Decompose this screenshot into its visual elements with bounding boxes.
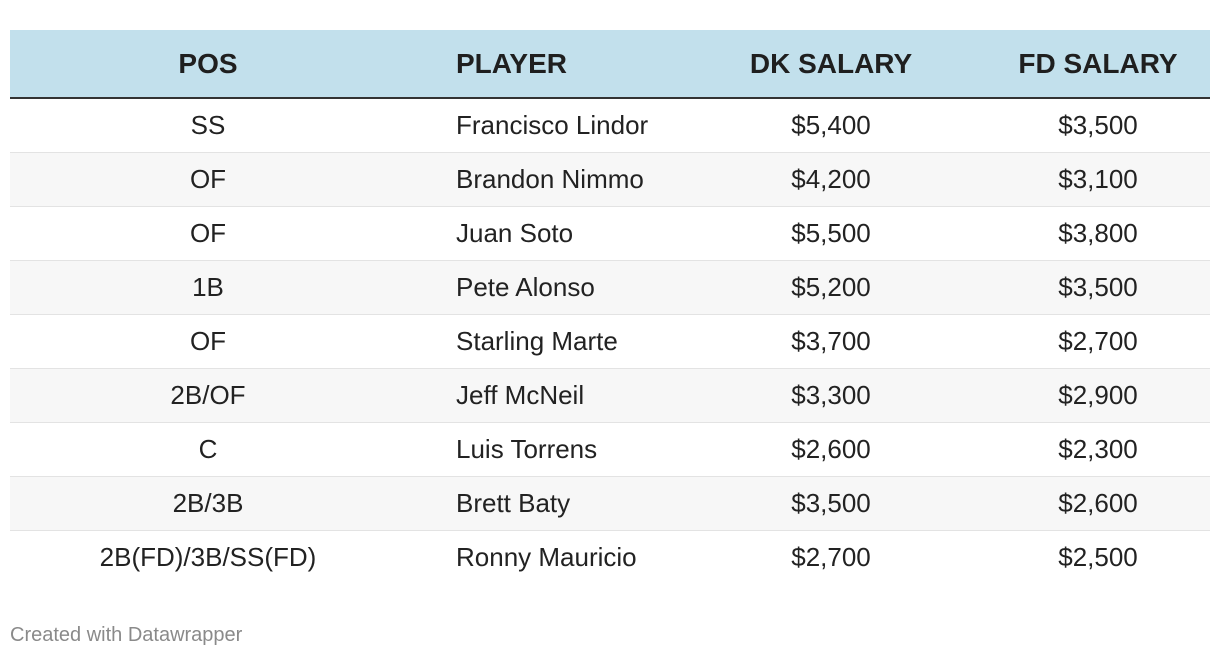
cell-player: Brandon Nimmo <box>406 152 676 207</box>
cell-fd-salary: $3,100 <box>986 152 1210 207</box>
cell-fd-salary: $2,700 <box>986 314 1210 369</box>
table-row: 1B Pete Alonso $5,200 $3,500 <box>10 260 1210 315</box>
cell-pos: C <box>10 422 406 477</box>
cell-pos: SS <box>10 98 406 153</box>
table-row: SS Francisco Lindor $5,400 $3,500 <box>10 98 1210 153</box>
cell-dk-salary: $3,700 <box>676 314 986 369</box>
cell-dk-salary: $2,600 <box>676 422 986 477</box>
cell-fd-salary: $3,500 <box>986 260 1210 315</box>
cell-player: Francisco Lindor <box>406 98 676 153</box>
cell-player: Luis Torrens <box>406 422 676 477</box>
cell-fd-salary: $2,900 <box>986 368 1210 423</box>
cell-dk-salary: $5,200 <box>676 260 986 315</box>
cell-pos: 2B/OF <box>10 368 406 423</box>
cell-pos: OF <box>10 152 406 207</box>
cell-pos: 1B <box>10 260 406 315</box>
cell-dk-salary: $4,200 <box>676 152 986 207</box>
cell-fd-salary: $3,500 <box>986 98 1210 153</box>
datawrapper-credit: Created with Datawrapper <box>10 624 243 646</box>
cell-player: Jeff McNeil <box>406 368 676 423</box>
cell-dk-salary: $2,700 <box>791 541 871 572</box>
cell-pos: OF <box>10 314 406 369</box>
cell-dk-salary: $3,300 <box>676 368 986 423</box>
table-row: OF Brandon Nimmo $4,200 $3,100 <box>10 152 1210 207</box>
cell-fd-salary: $2,600 <box>986 476 1210 531</box>
salary-table-container: POS PLAYER DK SALARY FD SALARY SS Franci… <box>10 30 1210 584</box>
cell-player: Pete Alonso <box>406 260 676 315</box>
table-row: 2B(FD)/3B/SS(FD) Ronny Mauricio $2,700 $… <box>10 530 1210 584</box>
column-header-pos: POS <box>10 30 406 99</box>
table-row: 2B/3B Brett Baty $3,500 $2,600 <box>10 476 1210 531</box>
cell-pos: 2B/3B <box>10 476 406 531</box>
cell-dk-salary: $5,500 <box>676 206 986 261</box>
cell-dk-salary: $5,400 <box>676 98 986 153</box>
column-header-dk-salary: DK SALARY <box>676 30 986 99</box>
table-header-row: POS PLAYER DK SALARY FD SALARY <box>10 30 1210 99</box>
cell-fd-salary: $3,800 <box>986 206 1210 261</box>
cell-player: Juan Soto <box>406 206 676 261</box>
cell-fd-salary: $2,500 <box>1058 541 1138 572</box>
cell-player: Brett Baty <box>406 476 676 531</box>
cell-fd-salary: $2,300 <box>986 422 1210 477</box>
table-row: 2B/OF Jeff McNeil $3,300 $2,900 <box>10 368 1210 423</box>
table-row: OF Starling Marte $3,700 $2,700 <box>10 314 1210 369</box>
cell-player: Ronny Mauricio <box>456 541 637 572</box>
cell-player: Starling Marte <box>406 314 676 369</box>
table-row: C Luis Torrens $2,600 $2,300 <box>10 422 1210 477</box>
table-row: OF Juan Soto $5,500 $3,800 <box>10 206 1210 261</box>
column-header-fd-salary: FD SALARY <box>986 30 1210 99</box>
cell-dk-salary: $3,500 <box>676 476 986 531</box>
cell-pos: 2B(FD)/3B/SS(FD) <box>99 541 317 572</box>
salary-table: POS PLAYER DK SALARY FD SALARY SS Franci… <box>10 30 1210 584</box>
column-header-player: PLAYER <box>406 30 676 99</box>
cell-pos: OF <box>10 206 406 261</box>
